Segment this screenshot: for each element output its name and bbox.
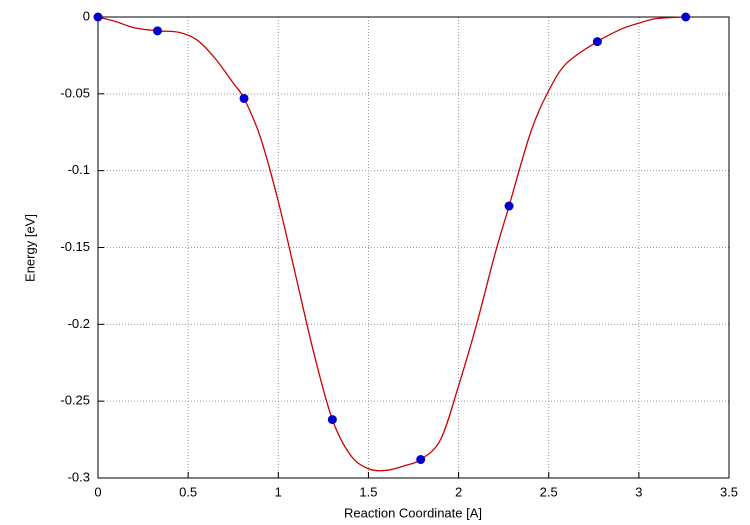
data-point [416, 455, 426, 465]
y-tick-label: 0 [83, 8, 90, 23]
data-point [93, 12, 103, 22]
y-tick-label: -0.25 [60, 393, 90, 408]
data-point [681, 12, 691, 22]
data-point [152, 26, 162, 36]
x-tick-label: 1 [275, 484, 282, 499]
y-axis-title: Energy [eV] [22, 214, 37, 282]
data-point [327, 415, 337, 425]
x-tick-label: 3 [635, 484, 642, 499]
y-tick-label: -0.1 [68, 162, 90, 177]
x-tick-label: 1.5 [359, 484, 377, 499]
data-point [504, 201, 514, 211]
x-tick-label: 0.5 [179, 484, 197, 499]
x-tick-label: 2 [455, 484, 462, 499]
y-tick-label: -0.3 [68, 469, 90, 484]
x-axis-title: Reaction Coordinate [A] [344, 505, 482, 520]
y-tick-label: -0.2 [68, 316, 90, 331]
y-tick-label: -0.05 [60, 85, 90, 100]
curve [97, 16, 686, 472]
x-tick-label: 3.5 [720, 484, 738, 499]
plot-frame [97, 16, 730, 479]
y-tick-label: -0.15 [60, 239, 90, 254]
data-point [239, 93, 249, 103]
data-point [592, 37, 602, 47]
x-tick-label: 0 [94, 484, 101, 499]
x-tick-label: 2.5 [540, 484, 558, 499]
